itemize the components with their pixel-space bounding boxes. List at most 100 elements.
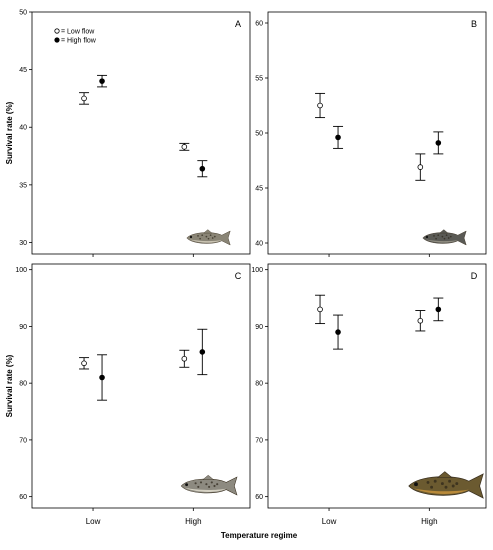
data-marker [81, 360, 87, 367]
fish-spot [216, 483, 219, 486]
panel-frame [267, 263, 487, 509]
y-tick-label: 100 [15, 267, 27, 274]
data-marker [335, 134, 341, 141]
data-marker [99, 374, 105, 381]
y-tick-label: 90 [255, 324, 263, 331]
low-flow-point [179, 349, 190, 368]
fish-spot [201, 234, 204, 237]
fish-spot [444, 485, 448, 489]
y-tick-label: 80 [255, 381, 263, 388]
high-flow-point [197, 328, 208, 376]
high-flow-point [97, 74, 108, 88]
high-flow-point [433, 131, 444, 155]
fish-eye [185, 483, 189, 487]
fish-adult-icon [408, 471, 484, 499]
panel-label: B [471, 19, 477, 29]
fish-eye [414, 482, 418, 487]
fish-spot [440, 482, 444, 486]
low-flow-point [315, 92, 326, 119]
fish-spot [208, 485, 211, 488]
fish-dorsal-fin [436, 471, 453, 478]
fish-dorsal-fin [203, 229, 213, 234]
high-flow-point [97, 354, 108, 401]
fish-spot [455, 482, 459, 486]
fish-parr-icon [422, 229, 467, 246]
fish-spot [445, 234, 448, 237]
x-axis-label: Temperature regime [221, 531, 298, 540]
fish-spot [441, 235, 444, 238]
y-tick-label: 40 [19, 125, 27, 132]
data-marker [81, 95, 87, 102]
panel-d: 60 70 80 90 100 D [251, 263, 487, 511]
y-tick-label: 70 [255, 437, 263, 444]
panel-label: D [471, 271, 478, 281]
y-tick-label: 60 [255, 494, 263, 501]
fish-spot [205, 483, 208, 486]
y-tick-label: 30 [19, 240, 27, 247]
data-marker [199, 349, 206, 355]
panel-frame [31, 11, 251, 255]
fish-spot [448, 479, 452, 483]
data-marker [99, 78, 105, 84]
panel-c: 60 70 80 90 100 C [15, 263, 251, 511]
fish-spot [199, 481, 203, 484]
fish-spot [210, 481, 213, 484]
legend: = Low flow = High flow [54, 28, 97, 45]
fish-spot [199, 237, 201, 240]
fish-spot [426, 480, 430, 484]
fish-spot [194, 482, 197, 485]
high-flow-point [333, 314, 344, 350]
y-tick-label: 60 [19, 494, 27, 501]
data-marker [417, 317, 424, 324]
legend-label: = High flow [61, 38, 97, 45]
y-tick-label: 90 [19, 324, 27, 331]
y-tick-label: 50 [19, 10, 27, 17]
data-marker [317, 102, 323, 109]
low-flow-point [79, 92, 90, 105]
fish-spot [435, 237, 437, 240]
y-tick-label: 60 [255, 21, 263, 28]
low-flow-point [415, 310, 426, 332]
fish-spot [207, 237, 210, 240]
data-marker [435, 140, 442, 146]
low-flow-point [179, 142, 190, 151]
legend-marker [54, 28, 60, 34]
y-tick-label: 35 [19, 182, 27, 189]
fish-dorsal-fin [202, 474, 215, 480]
fish-belly [189, 239, 222, 243]
panel-b: 40 45 50 55 60 B [255, 11, 487, 257]
fish-belly [425, 239, 458, 243]
panel-label: A [235, 19, 241, 29]
fish-spot [430, 485, 434, 489]
fish-belly [184, 487, 227, 492]
panel-a: 30 35 40 45 50 A [19, 10, 251, 257]
fish-spot [205, 235, 208, 238]
fish-dorsal-fin [439, 229, 449, 234]
high-flow-point [333, 125, 344, 149]
data-marker [199, 165, 206, 172]
high-flow-point [433, 297, 444, 322]
y-tick-label: 100 [251, 267, 263, 274]
x-tick-label: Low [86, 517, 101, 526]
data-marker [435, 306, 442, 313]
y-tick-label: 80 [19, 381, 27, 388]
fish-spot [451, 484, 455, 488]
panel-frame [267, 11, 487, 255]
y-tick-label: 55 [255, 76, 263, 83]
low-flow-point [315, 294, 326, 325]
data-marker [417, 164, 424, 170]
y-tick-label: 45 [19, 67, 27, 74]
legend-marker [54, 37, 60, 43]
low-flow-point [79, 357, 90, 370]
y-tick-label: 40 [255, 241, 263, 248]
legend-label: = Low flow [61, 29, 95, 36]
x-tick-label: Low [322, 517, 337, 526]
fish-eye [425, 235, 429, 239]
panel-label: C [235, 271, 242, 281]
data-marker [317, 306, 323, 313]
fish-spot [437, 234, 440, 237]
fish-spot [433, 235, 435, 237]
y-axis-label-bottom: Survival rate (%) [5, 354, 14, 417]
y-tick-label: 70 [19, 437, 27, 444]
